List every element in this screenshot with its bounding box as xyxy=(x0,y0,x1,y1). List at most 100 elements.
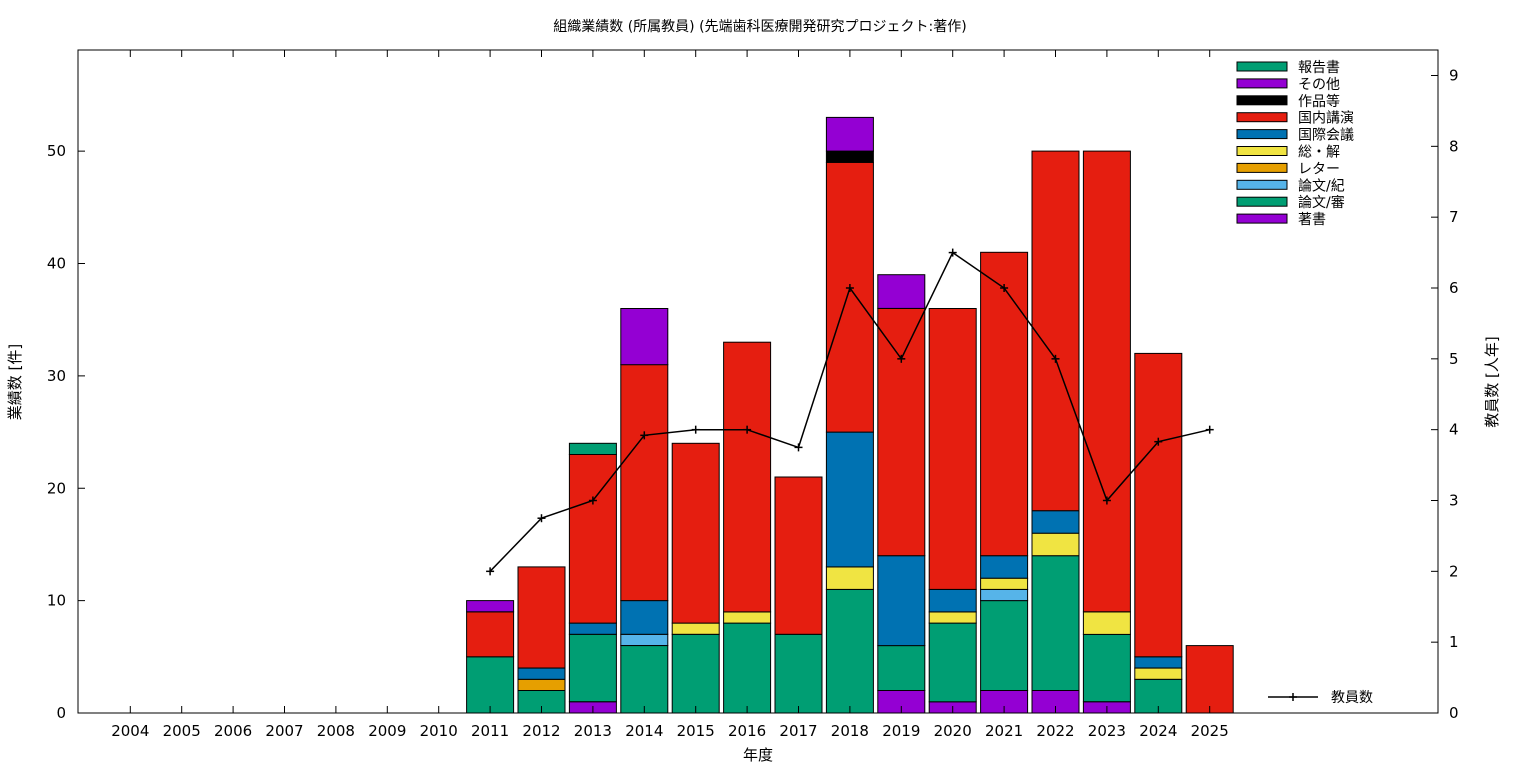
bar-segment-2016-4 xyxy=(723,611,772,624)
x-tick-label: 2019 xyxy=(882,722,920,740)
bar-segment-2016-1 xyxy=(723,622,772,714)
bar-segment-2021-4 xyxy=(980,577,1029,590)
x-axis-label: 年度 xyxy=(743,746,773,764)
teacher-point xyxy=(640,431,649,440)
bar-segment-2014-6 xyxy=(620,364,669,602)
bar-segment-2018-6 xyxy=(825,161,874,433)
teacher-point xyxy=(743,425,752,434)
bar-segment-2020-6 xyxy=(928,308,977,590)
bar-segment-2021-6 xyxy=(980,251,1029,557)
legend-label: 作品等 xyxy=(1298,93,1340,110)
x-tick-label: 2008 xyxy=(317,722,355,740)
bar-segment-2011-8 xyxy=(466,600,515,613)
bar-segment-2020-5 xyxy=(928,588,977,613)
teacher-point xyxy=(794,443,803,452)
y-axis-label: 業績数 [件] xyxy=(6,344,24,420)
teacher-point xyxy=(1051,354,1060,363)
teacher-point xyxy=(486,567,495,576)
bar-segment-2012-5 xyxy=(517,667,566,680)
y2-tick-label: 7 xyxy=(1449,208,1459,226)
teacher-point xyxy=(1205,425,1214,434)
x-tick-label: 2012 xyxy=(522,722,560,740)
y2-tick-label: 8 xyxy=(1449,137,1459,155)
bar-segment-2022-6 xyxy=(1031,150,1080,512)
teacher-point xyxy=(1154,437,1163,446)
bar-segment-2020-1 xyxy=(928,622,977,703)
y2-tick-label: 5 xyxy=(1449,350,1459,368)
y-tick-label: 40 xyxy=(47,255,66,273)
legend-swatch xyxy=(1236,112,1288,123)
bar-segment-2015-6 xyxy=(671,442,720,624)
bar-segment-2011-1 xyxy=(466,656,515,714)
legend-line-marker xyxy=(1289,693,1297,701)
x-tick-label: 2021 xyxy=(985,722,1023,740)
x-tick-label: 2009 xyxy=(368,722,406,740)
x-tick-label: 2020 xyxy=(934,722,972,740)
x-tick-label: 2024 xyxy=(1139,722,1177,740)
legend-label: その他 xyxy=(1298,77,1340,93)
bar-segment-2024-6 xyxy=(1134,352,1183,658)
x-tick-label: 2022 xyxy=(1036,722,1074,740)
plot-frame xyxy=(77,49,1439,714)
legend-swatch xyxy=(1236,78,1288,89)
x-tick-label: 2006 xyxy=(214,722,252,740)
x-tick-label: 2016 xyxy=(728,722,766,740)
bar-segment-2015-1 xyxy=(671,633,720,714)
legend-swatch xyxy=(1236,162,1288,173)
bar-segment-2018-4 xyxy=(825,566,874,590)
legend-label: 国内講演 xyxy=(1298,111,1354,127)
bar-segment-2018-8 xyxy=(825,116,874,152)
bar-segment-2014-2 xyxy=(620,633,669,646)
bar-segment-2015-4 xyxy=(671,622,720,635)
legend-label: 国際会議 xyxy=(1298,127,1354,144)
bar-segment-2023-4 xyxy=(1082,611,1131,635)
bar-segment-2019-1 xyxy=(877,645,926,691)
x-tick-label: 2023 xyxy=(1088,722,1126,740)
bar-segment-2013-6 xyxy=(568,454,617,624)
bar-segment-2017-6 xyxy=(774,476,823,635)
teacher-line-layer xyxy=(486,248,1214,576)
x-tick-label: 2017 xyxy=(779,722,817,740)
y-tick-label: 30 xyxy=(47,367,66,385)
bar-segment-2014-5 xyxy=(620,600,669,635)
bar-segment-2020-4 xyxy=(928,611,977,624)
y2-axis-label: 教員数 [人年] xyxy=(1483,336,1501,427)
legend-swatch xyxy=(1236,179,1288,190)
x-tick-label: 2025 xyxy=(1191,722,1229,740)
bar-segment-2022-1 xyxy=(1031,555,1080,692)
x-tick-label: 2011 xyxy=(471,722,509,740)
bar-segment-2024-5 xyxy=(1134,656,1183,669)
legend-label: レター xyxy=(1298,161,1340,177)
bar-segment-2018-1 xyxy=(825,588,874,714)
legend-swatch xyxy=(1236,95,1288,106)
legend-swatch xyxy=(1236,146,1288,156)
bar-segment-2019-5 xyxy=(877,555,926,647)
y2-tick-label: 4 xyxy=(1449,421,1459,439)
x-tick-label: 2004 xyxy=(111,722,149,740)
legend-label: 著書 xyxy=(1298,212,1326,228)
teacher-point xyxy=(897,354,906,363)
legend-label: 報告書 xyxy=(1298,60,1340,76)
y-tick-label: 20 xyxy=(47,479,66,497)
bar-segment-2012-3 xyxy=(517,678,566,691)
legend-swatch xyxy=(1236,196,1288,207)
y-tick-label: 0 xyxy=(56,704,66,722)
x-tick-label: 2005 xyxy=(163,722,201,740)
bar-segment-2018-5 xyxy=(825,431,874,568)
teacher-point xyxy=(1000,284,1009,292)
x-tick-label: 2013 xyxy=(574,722,612,740)
y2-tick-label: 6 xyxy=(1449,279,1459,297)
y2-tick-label: 2 xyxy=(1449,562,1459,580)
bar-segment-2023-1 xyxy=(1082,633,1131,703)
legend-label: 総・解 xyxy=(1298,145,1340,161)
teacher-point xyxy=(588,496,597,505)
bar-segment-2017-1 xyxy=(774,633,823,714)
x-tick-label: 2015 xyxy=(677,722,715,740)
teacher-point xyxy=(1102,496,1111,505)
teacher-point xyxy=(537,514,546,523)
bar-segment-2021-1 xyxy=(980,600,1029,691)
bars-layer xyxy=(466,116,1234,714)
bar-segment-2013-1 xyxy=(568,633,617,703)
bar-segment-2013-5 xyxy=(568,622,617,635)
